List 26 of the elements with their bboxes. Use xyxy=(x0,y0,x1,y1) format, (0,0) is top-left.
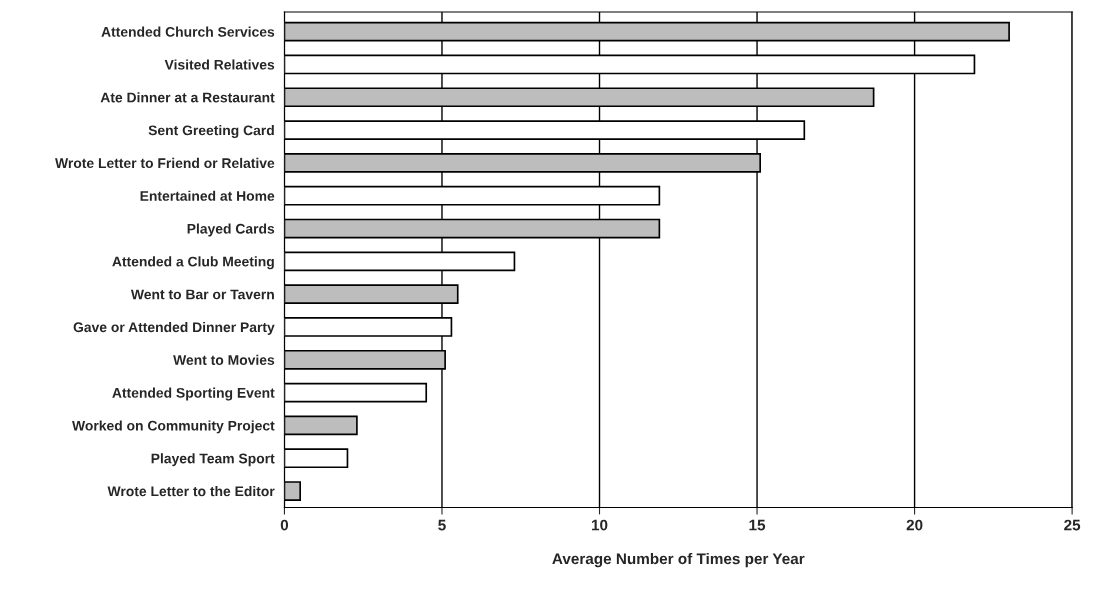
y-tick-label: Attended a Club Meeting xyxy=(112,256,274,270)
y-tick-label: Visited Relatives xyxy=(164,59,275,70)
x-tick-label: 15 xyxy=(749,519,766,531)
x-tick-label: 10 xyxy=(591,519,608,531)
y-tick-label: Attended Church Services xyxy=(101,26,275,37)
bar xyxy=(284,448,349,469)
x-tick-label: 20 xyxy=(906,519,923,531)
bar xyxy=(284,415,358,436)
bar xyxy=(284,382,428,403)
x-tick-label: 25 xyxy=(1064,519,1081,531)
y-tick-label: Went to Bar or Tavern xyxy=(130,289,274,300)
y-tick-label: Worked on Community Project xyxy=(72,420,275,434)
bar xyxy=(284,481,302,501)
y-tick-label: Played Cards xyxy=(187,223,275,237)
y-tick-label: Wrote Letter to Friend or Relative xyxy=(55,157,275,169)
y-tick-label: Played Team Sport xyxy=(151,453,275,467)
y-tick-label: Attended Sporting Event xyxy=(112,387,275,401)
x-tick-label: 0 xyxy=(280,519,289,531)
y-tick-label: Went to Movies xyxy=(173,354,275,365)
y-tick-label: Ate Dinner at a Restaurant xyxy=(100,92,275,103)
y-tick-label: Entertained at Home xyxy=(140,190,275,201)
x-axis-title: Average Number of Times per Year xyxy=(552,552,805,568)
y-tick-label: Sent Greeting Card xyxy=(148,125,274,139)
y-tick-label: Gave or Attended Dinner Party xyxy=(73,321,275,335)
x-tick-label: 5 xyxy=(438,519,446,531)
y-tick-label: Wrote Letter to the Editor xyxy=(107,486,275,497)
